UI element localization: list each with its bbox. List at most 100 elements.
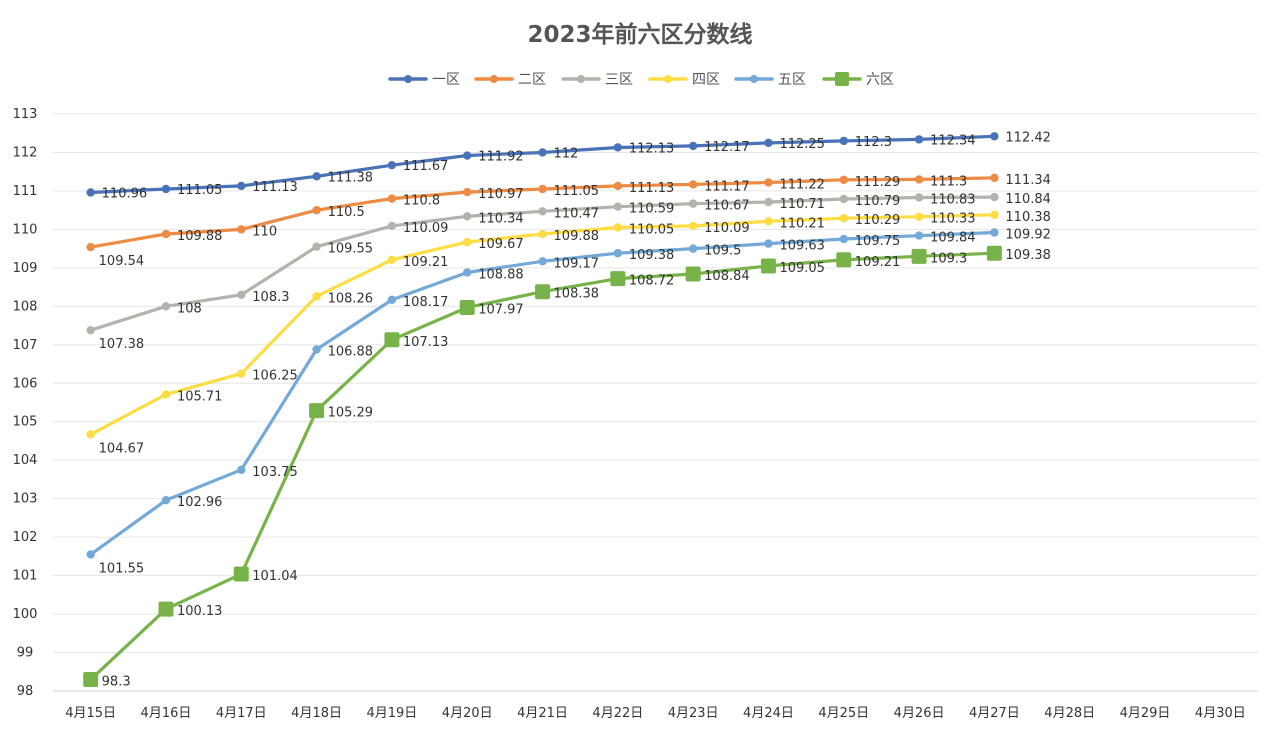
data-point — [911, 248, 927, 264]
data-point — [312, 205, 321, 215]
data-point — [387, 221, 397, 231]
x-tick-label: 4月18日 — [291, 706, 342, 721]
data-label: 110.05 — [629, 222, 675, 237]
data-point — [463, 187, 472, 197]
data-label: 110.79 — [855, 194, 901, 209]
x-tick-label: 4月16日 — [141, 706, 192, 721]
x-tick-label: 4月24日 — [743, 706, 794, 721]
legend-label: 一区 — [432, 72, 460, 88]
x-tick-label: 4月22日 — [592, 706, 643, 721]
data-label: 109.21 — [855, 255, 901, 270]
data-label: 111.38 — [328, 170, 374, 185]
y-tick-label: 110 — [13, 222, 38, 237]
data-label: 111.17 — [704, 179, 750, 194]
data-label: 109.3 — [930, 251, 967, 266]
data-label: 110.84 — [1005, 192, 1051, 207]
y-tick-label: 98 — [17, 684, 34, 699]
axes: 98 99 100 101 102 103 104 105 106 107 108 109 110 111… — [13, 107, 1246, 721]
legend-marker — [577, 75, 585, 83]
data-point — [86, 325, 95, 335]
data-label: 110.67 — [704, 199, 750, 214]
y-tick-label: 103 — [13, 492, 38, 507]
data-label: 109.67 — [478, 237, 524, 252]
series-1 — [86, 132, 999, 197]
data-point — [613, 223, 623, 232]
x-tick-label: 4月27日 — [969, 706, 1020, 721]
data-label: 110.97 — [478, 187, 524, 202]
series-3 — [86, 192, 999, 335]
legend-label: 六区 — [866, 72, 894, 88]
data-label: 109.84 — [930, 231, 976, 246]
data-point — [839, 214, 848, 223]
data-label: 110.34 — [478, 211, 524, 226]
data-label: 112.13 — [629, 141, 675, 156]
data-label: 109.17 — [554, 256, 600, 271]
data-label: 107.13 — [403, 335, 449, 350]
legend-item: 二区 — [474, 72, 546, 88]
data-point — [610, 271, 626, 287]
data-point — [538, 148, 547, 157]
x-tick-label: 4月19日 — [366, 706, 417, 721]
data-point — [688, 244, 698, 253]
data-point — [83, 671, 99, 687]
data-label: 108.88 — [478, 267, 524, 282]
series-6 — [83, 245, 1002, 687]
data-label: 107.97 — [478, 302, 524, 317]
data-point — [161, 496, 171, 505]
data-label: 110.38 — [1005, 210, 1051, 225]
data-point — [463, 151, 472, 160]
series-line — [89, 230, 997, 557]
x-tick-label: 4月25日 — [818, 706, 869, 721]
y-tick-label: 109 — [13, 261, 38, 276]
gridlines — [53, 113, 1258, 692]
data-point — [312, 172, 321, 181]
data-point — [688, 180, 698, 189]
data-point — [538, 184, 547, 194]
data-point — [387, 295, 397, 304]
data-point — [990, 228, 999, 237]
data-label: 111.34 — [1005, 173, 1051, 188]
data-point — [839, 194, 848, 204]
y-tick-label: 100 — [13, 607, 38, 622]
data-label: 109.54 — [99, 254, 145, 269]
y-tick-label: 99 — [17, 646, 34, 661]
data-label: 110.83 — [930, 192, 976, 207]
x-tick-label: 4月28日 — [1044, 706, 1095, 721]
data-point — [86, 188, 95, 197]
legend-item: 一区 — [388, 72, 460, 88]
data-label: 112.17 — [704, 140, 750, 155]
data-point — [764, 138, 773, 148]
data-point — [764, 178, 773, 187]
data-label: 102.96 — [177, 495, 223, 510]
data-point — [613, 249, 623, 258]
data-label: 109.5 — [704, 244, 741, 259]
data-point — [463, 268, 472, 277]
x-tick-label: 4月21日 — [517, 706, 568, 721]
data-label: 112 — [554, 146, 579, 161]
data-point — [459, 299, 475, 315]
x-tick-label: 4月23日 — [668, 706, 719, 721]
data-labels: 110.96 111.05 111.13 111.38 111.67 111.92 112 1… — [99, 130, 1051, 689]
series-4 — [86, 210, 999, 439]
y-tick-label: 101 — [13, 569, 38, 584]
data-point — [839, 234, 848, 244]
data-label: 108.38 — [554, 287, 600, 302]
legend-label: 二区 — [518, 72, 546, 88]
y-tick-label: 113 — [13, 107, 38, 122]
data-label: 108 — [177, 301, 202, 316]
data-label: 110.09 — [704, 221, 750, 236]
data-point — [538, 257, 547, 266]
data-point — [914, 135, 924, 144]
data-point — [463, 212, 472, 221]
data-point — [613, 181, 623, 191]
data-label: 104.67 — [99, 441, 145, 456]
data-point — [990, 173, 999, 183]
data-label: 100.13 — [177, 604, 223, 619]
x-tick-label: 4月15日 — [65, 706, 116, 721]
data-label: 111.13 — [629, 181, 675, 196]
data-label: 109.38 — [629, 248, 675, 263]
data-point — [613, 143, 623, 152]
data-label: 98.3 — [102, 674, 131, 689]
legend-item: 三区 — [561, 72, 633, 88]
legend-label: 五区 — [778, 72, 806, 88]
